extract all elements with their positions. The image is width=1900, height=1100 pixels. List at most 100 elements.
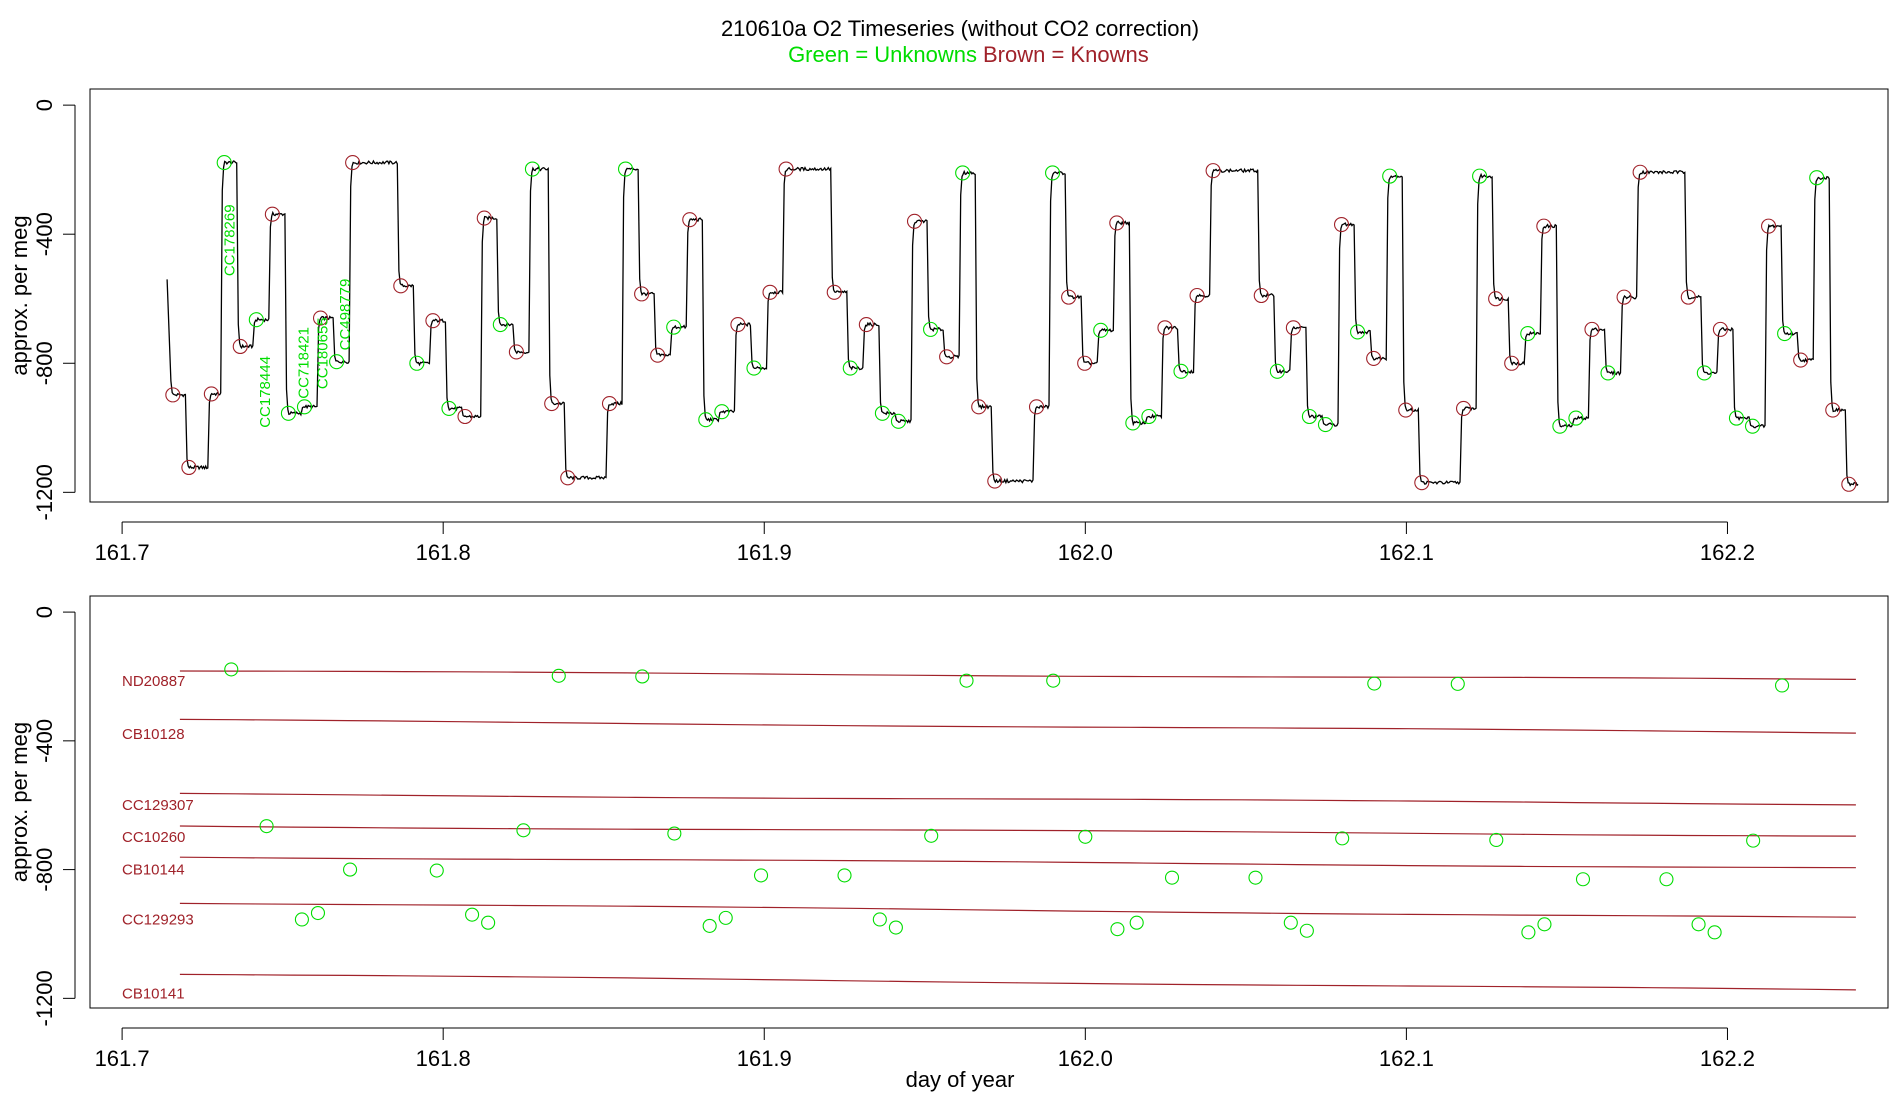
unknown-point <box>753 868 769 883</box>
sample-marker <box>1333 216 1350 233</box>
standard-line <box>179 825 1856 837</box>
sample-marker <box>890 413 907 429</box>
bottom-y-axis-label: approx. per meg <box>7 722 32 882</box>
sample-marker <box>1285 320 1301 336</box>
unknown-point <box>429 863 444 878</box>
standard-label: CC10260 <box>122 829 185 846</box>
unknown-point <box>343 862 358 877</box>
sample-marker <box>1157 320 1173 336</box>
legend-unknowns: Green = Unknowns <box>788 42 977 67</box>
unknown-point <box>702 918 717 933</box>
unknown-point <box>516 823 531 838</box>
top-y-tick-label: -800 <box>32 341 57 385</box>
o2-trace-line <box>166 159 1859 487</box>
x-axis-label: day of year <box>906 1067 1015 1092</box>
sample-marker <box>476 210 492 226</box>
sample-marker <box>441 400 457 416</box>
sample-marker <box>1680 289 1696 305</box>
unknown-point <box>1746 833 1761 848</box>
sample-marker <box>1825 402 1841 418</box>
unknown-sample-label: CC178444 <box>257 356 274 428</box>
top-x-tick-label: 161.7 <box>95 540 150 565</box>
sample-marker <box>1455 400 1472 416</box>
unknown-point <box>1659 872 1674 887</box>
unknown-point <box>1164 870 1180 885</box>
sample-marker <box>393 278 409 294</box>
unknown-point <box>718 910 733 925</box>
sample-marker <box>1253 287 1269 304</box>
sample-marker <box>1809 170 1825 186</box>
sample-marker <box>280 405 296 421</box>
sample-marker <box>312 310 329 326</box>
top-x-tick-label: 161.9 <box>737 540 792 565</box>
unknown-point <box>1299 923 1314 938</box>
sample-marker <box>971 399 987 415</box>
bottom-y-tick-label: 0 <box>32 606 57 618</box>
sample-marker <box>1761 218 1777 234</box>
standard-label: ND20887 <box>122 673 185 690</box>
sample-marker <box>617 161 634 177</box>
sample-marker <box>345 155 361 171</box>
sample-marker <box>746 360 762 376</box>
top-y-axis-label: approx. per meg <box>7 215 32 375</box>
unknown-point <box>959 673 974 688</box>
sample-marker <box>409 355 425 371</box>
unknown-point <box>465 907 480 922</box>
standard-line <box>179 902 1856 918</box>
sample-marker <box>1061 289 1077 305</box>
sample-marker <box>858 316 874 333</box>
sample-marker <box>1125 415 1141 431</box>
top-x-tick-label: 162.2 <box>1700 540 1755 565</box>
sample-marker <box>1712 321 1728 337</box>
unknown-point <box>888 920 903 935</box>
top-y-tick-label: -1200 <box>32 464 57 520</box>
standard-line <box>179 856 1856 869</box>
unknown-point <box>1521 925 1536 940</box>
sample-marker <box>1366 350 1382 366</box>
top-x-tick-label: 162.0 <box>1058 540 1113 565</box>
unknown-point <box>1575 872 1591 887</box>
sample-marker <box>650 347 666 363</box>
standard-label: CC129307 <box>122 797 194 814</box>
sample-marker <box>874 405 890 421</box>
sample-marker <box>1301 408 1317 425</box>
unknown-point <box>1129 915 1144 930</box>
sample-marker <box>730 316 746 333</box>
unknown-point <box>667 826 682 841</box>
top-x-tick-label: 162.1 <box>1379 540 1434 565</box>
unknown-point <box>1367 676 1382 691</box>
unknown-point <box>1707 925 1722 940</box>
sample-marker <box>778 161 794 177</box>
sample-marker <box>1077 355 1093 371</box>
sample-marker <box>987 473 1003 489</box>
sample-marker <box>1269 363 1285 379</box>
sample-marker <box>1632 164 1648 180</box>
sample-marker <box>601 396 618 412</box>
unknown-point <box>1537 917 1552 932</box>
standard-label: CB10128 <box>122 726 185 743</box>
sample-marker <box>1504 355 1520 371</box>
sample-marker <box>508 344 524 360</box>
sample-marker <box>842 360 858 376</box>
unknown-point <box>1046 673 1061 688</box>
bottom-y-tick-label: -1200 <box>32 970 57 1026</box>
sample-marker <box>1488 291 1504 307</box>
sample-marker <box>1141 408 1157 425</box>
sample-marker <box>1696 365 1712 381</box>
unknown-point <box>1489 832 1504 848</box>
bottom-plot-frame <box>89 595 1889 1009</box>
sample-marker <box>1744 418 1761 434</box>
sample-marker <box>1205 163 1221 179</box>
sample-marker <box>425 313 441 329</box>
sample-marker <box>457 408 473 425</box>
top-y-tick-label: 0 <box>32 99 57 111</box>
unknown-point <box>1450 676 1465 691</box>
standard-line <box>179 973 1856 991</box>
chart-title: 210610a O2 Timeseries (without CO2 corre… <box>721 16 1199 41</box>
bottom-y-tick-label: -800 <box>32 848 57 892</box>
sample-marker <box>232 338 248 355</box>
bottom-y-tick-label: -400 <box>32 719 57 763</box>
sample-marker <box>1568 410 1584 426</box>
sample-marker <box>181 459 197 476</box>
sample-marker <box>714 404 730 420</box>
